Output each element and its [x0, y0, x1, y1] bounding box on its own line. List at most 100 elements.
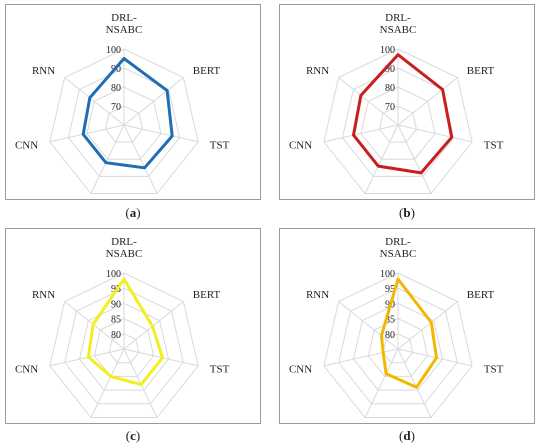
radar-ring	[78, 302, 170, 391]
axis-label-bert: BERT	[467, 289, 495, 301]
data-point	[165, 89, 169, 92]
radial-tick-label: 80	[111, 330, 121, 341]
axis-label-line: RNN	[32, 289, 55, 301]
radar-ring	[49, 272, 199, 418]
data-point	[384, 372, 388, 375]
data-point	[151, 325, 154, 328]
radar-spoke	[90, 348, 125, 418]
radar-ring	[86, 86, 162, 160]
data-point	[87, 355, 90, 359]
radar-grid	[49, 48, 199, 194]
panel-caption-a: (a)	[125, 205, 141, 220]
data-point	[143, 166, 146, 169]
data-point	[430, 321, 433, 324]
radar-ring	[93, 318, 155, 377]
data-point	[122, 57, 126, 60]
axis-label-line: RNN	[306, 289, 329, 301]
axis-label-rnn: RNN	[306, 65, 329, 77]
axis-label-bert: BERT	[467, 65, 495, 77]
data-point	[396, 277, 400, 281]
radial-tick-label: 100	[106, 45, 121, 56]
data-point	[91, 323, 95, 326]
radial-tick-label: 100	[106, 269, 121, 280]
radar-spoke	[323, 348, 399, 367]
radial-tick-label: 85	[385, 315, 395, 326]
axis-label-tst: TST	[210, 364, 230, 376]
axis-label-line: TST	[210, 364, 230, 376]
radar-ring	[104, 105, 144, 143]
axis-label-line: NSABC	[106, 24, 143, 36]
radial-tick-label: 80	[385, 83, 395, 94]
radial-tick-label: 100	[380, 45, 395, 56]
panel-caption-c: (c)	[125, 428, 141, 443]
data-point	[352, 133, 355, 137]
radial-tick-label: 70	[111, 102, 121, 113]
axis-label-cnn: CNN	[15, 364, 38, 376]
axis-label-rnn: RNN	[32, 289, 55, 301]
panel-caption-d: (d)	[399, 428, 415, 443]
axis-label-line: DRL-	[385, 12, 411, 24]
axis-label-line: BERT	[467, 65, 495, 77]
radar-ring	[64, 287, 184, 405]
radar-spoke	[397, 301, 458, 350]
axis-label-line: TST	[210, 140, 230, 152]
data-point	[435, 356, 438, 359]
data-point	[88, 96, 92, 100]
radar-ring	[67, 67, 181, 177]
data-point	[171, 134, 174, 138]
axis-label-line: CNN	[289, 364, 312, 376]
radar-spoke	[364, 348, 399, 418]
axis-label-line: DRL-	[111, 236, 137, 248]
axis-label-cnn: CNN	[289, 140, 312, 152]
axis-label-cnn: CNN	[15, 140, 38, 152]
radial-tick-label: 80	[385, 330, 395, 341]
panel-caption-b: (b)	[399, 205, 415, 220]
axis-label-line: CNN	[15, 140, 38, 152]
radar-ring	[323, 272, 473, 418]
data-point	[82, 133, 85, 136]
data-point	[161, 356, 164, 359]
data-point	[377, 164, 380, 168]
radial-tick-label: 90	[111, 299, 121, 310]
radar-grid	[49, 272, 199, 418]
axis-label-tst: TST	[484, 364, 504, 376]
data-point	[419, 171, 423, 175]
radar-ring	[323, 48, 473, 194]
radar-spoke	[338, 301, 399, 350]
series-polygon	[86, 277, 164, 387]
axis-label-drl-nsabc: DRL-NSABC	[380, 12, 417, 36]
axis-label-rnn: RNN	[32, 65, 55, 77]
radar-ring	[378, 105, 418, 143]
axis-label-line: BERT	[193, 65, 221, 77]
axis-label-line: NSABC	[380, 248, 417, 260]
axis-label-line: DRL-	[385, 236, 411, 248]
axis-label-line: RNN	[306, 65, 329, 77]
radial-tick-label: 95	[385, 284, 395, 295]
axis-label-line: BERT	[193, 289, 221, 301]
axis-label-bert: BERT	[193, 65, 221, 77]
radar-ring	[352, 302, 444, 391]
axis-label-bert: BERT	[193, 289, 221, 301]
series-polygon	[379, 277, 438, 389]
radial-tick-label: 80	[111, 83, 121, 94]
axis-label-drl-nsabc: DRL-NSABC	[380, 236, 417, 260]
axis-label-line: CNN	[15, 364, 38, 376]
axis-label-line: NSABC	[106, 248, 143, 260]
data-point	[396, 53, 400, 56]
axis-label-line: NSABC	[380, 24, 417, 36]
axis-label-line: RNN	[32, 65, 55, 77]
axis-label-drl-nsabc: DRL-NSABC	[106, 12, 143, 36]
axis-label-line: TST	[484, 364, 504, 376]
radar-ring	[108, 333, 140, 364]
data-point	[359, 94, 363, 97]
axis-label-line: BERT	[467, 289, 495, 301]
radial-tick-label: 100	[380, 269, 395, 280]
